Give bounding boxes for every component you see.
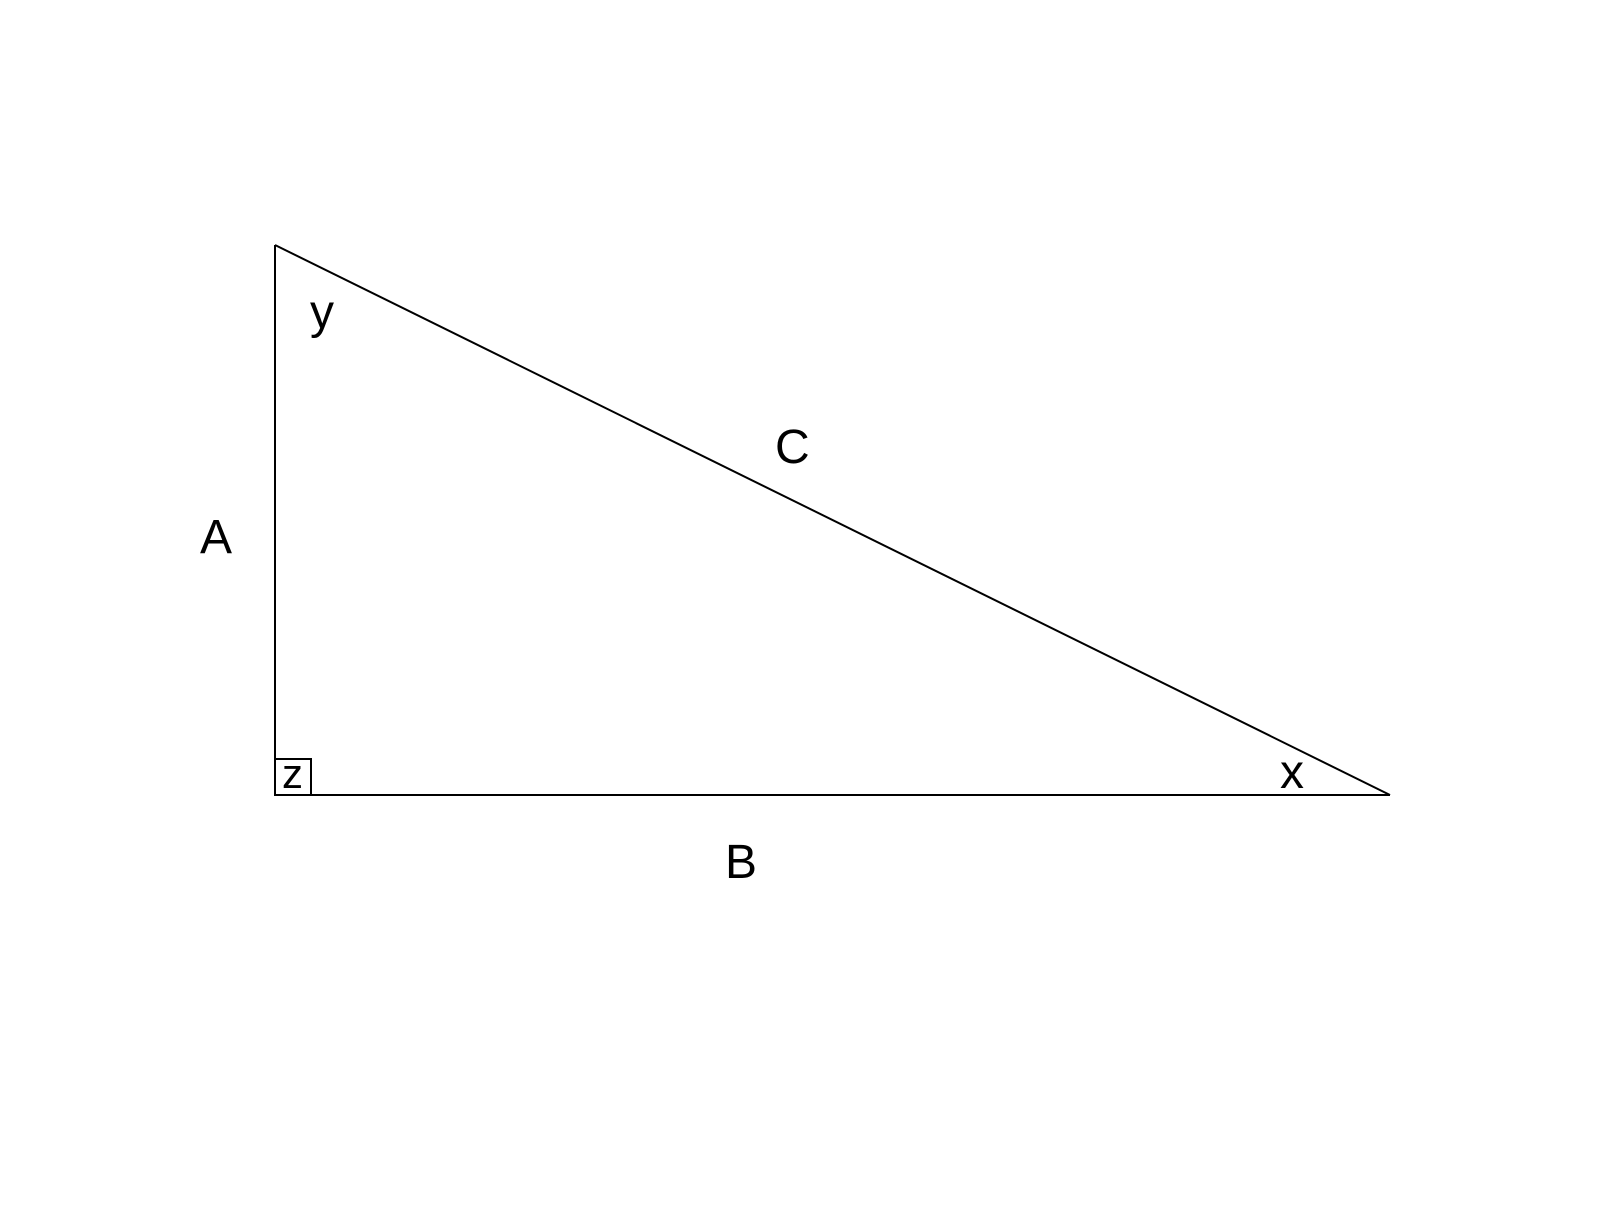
angle-x-label: x — [1280, 745, 1304, 800]
side-c-label: C — [775, 420, 810, 475]
triangle-diagram: A B C y z x — [0, 0, 1600, 1200]
angle-y-label: y — [310, 285, 334, 340]
triangle-svg — [0, 0, 1600, 1200]
side-b-label: B — [725, 835, 757, 890]
angle-z-label: z — [282, 750, 303, 798]
side-c — [275, 245, 1390, 795]
side-a-label: A — [200, 510, 232, 565]
